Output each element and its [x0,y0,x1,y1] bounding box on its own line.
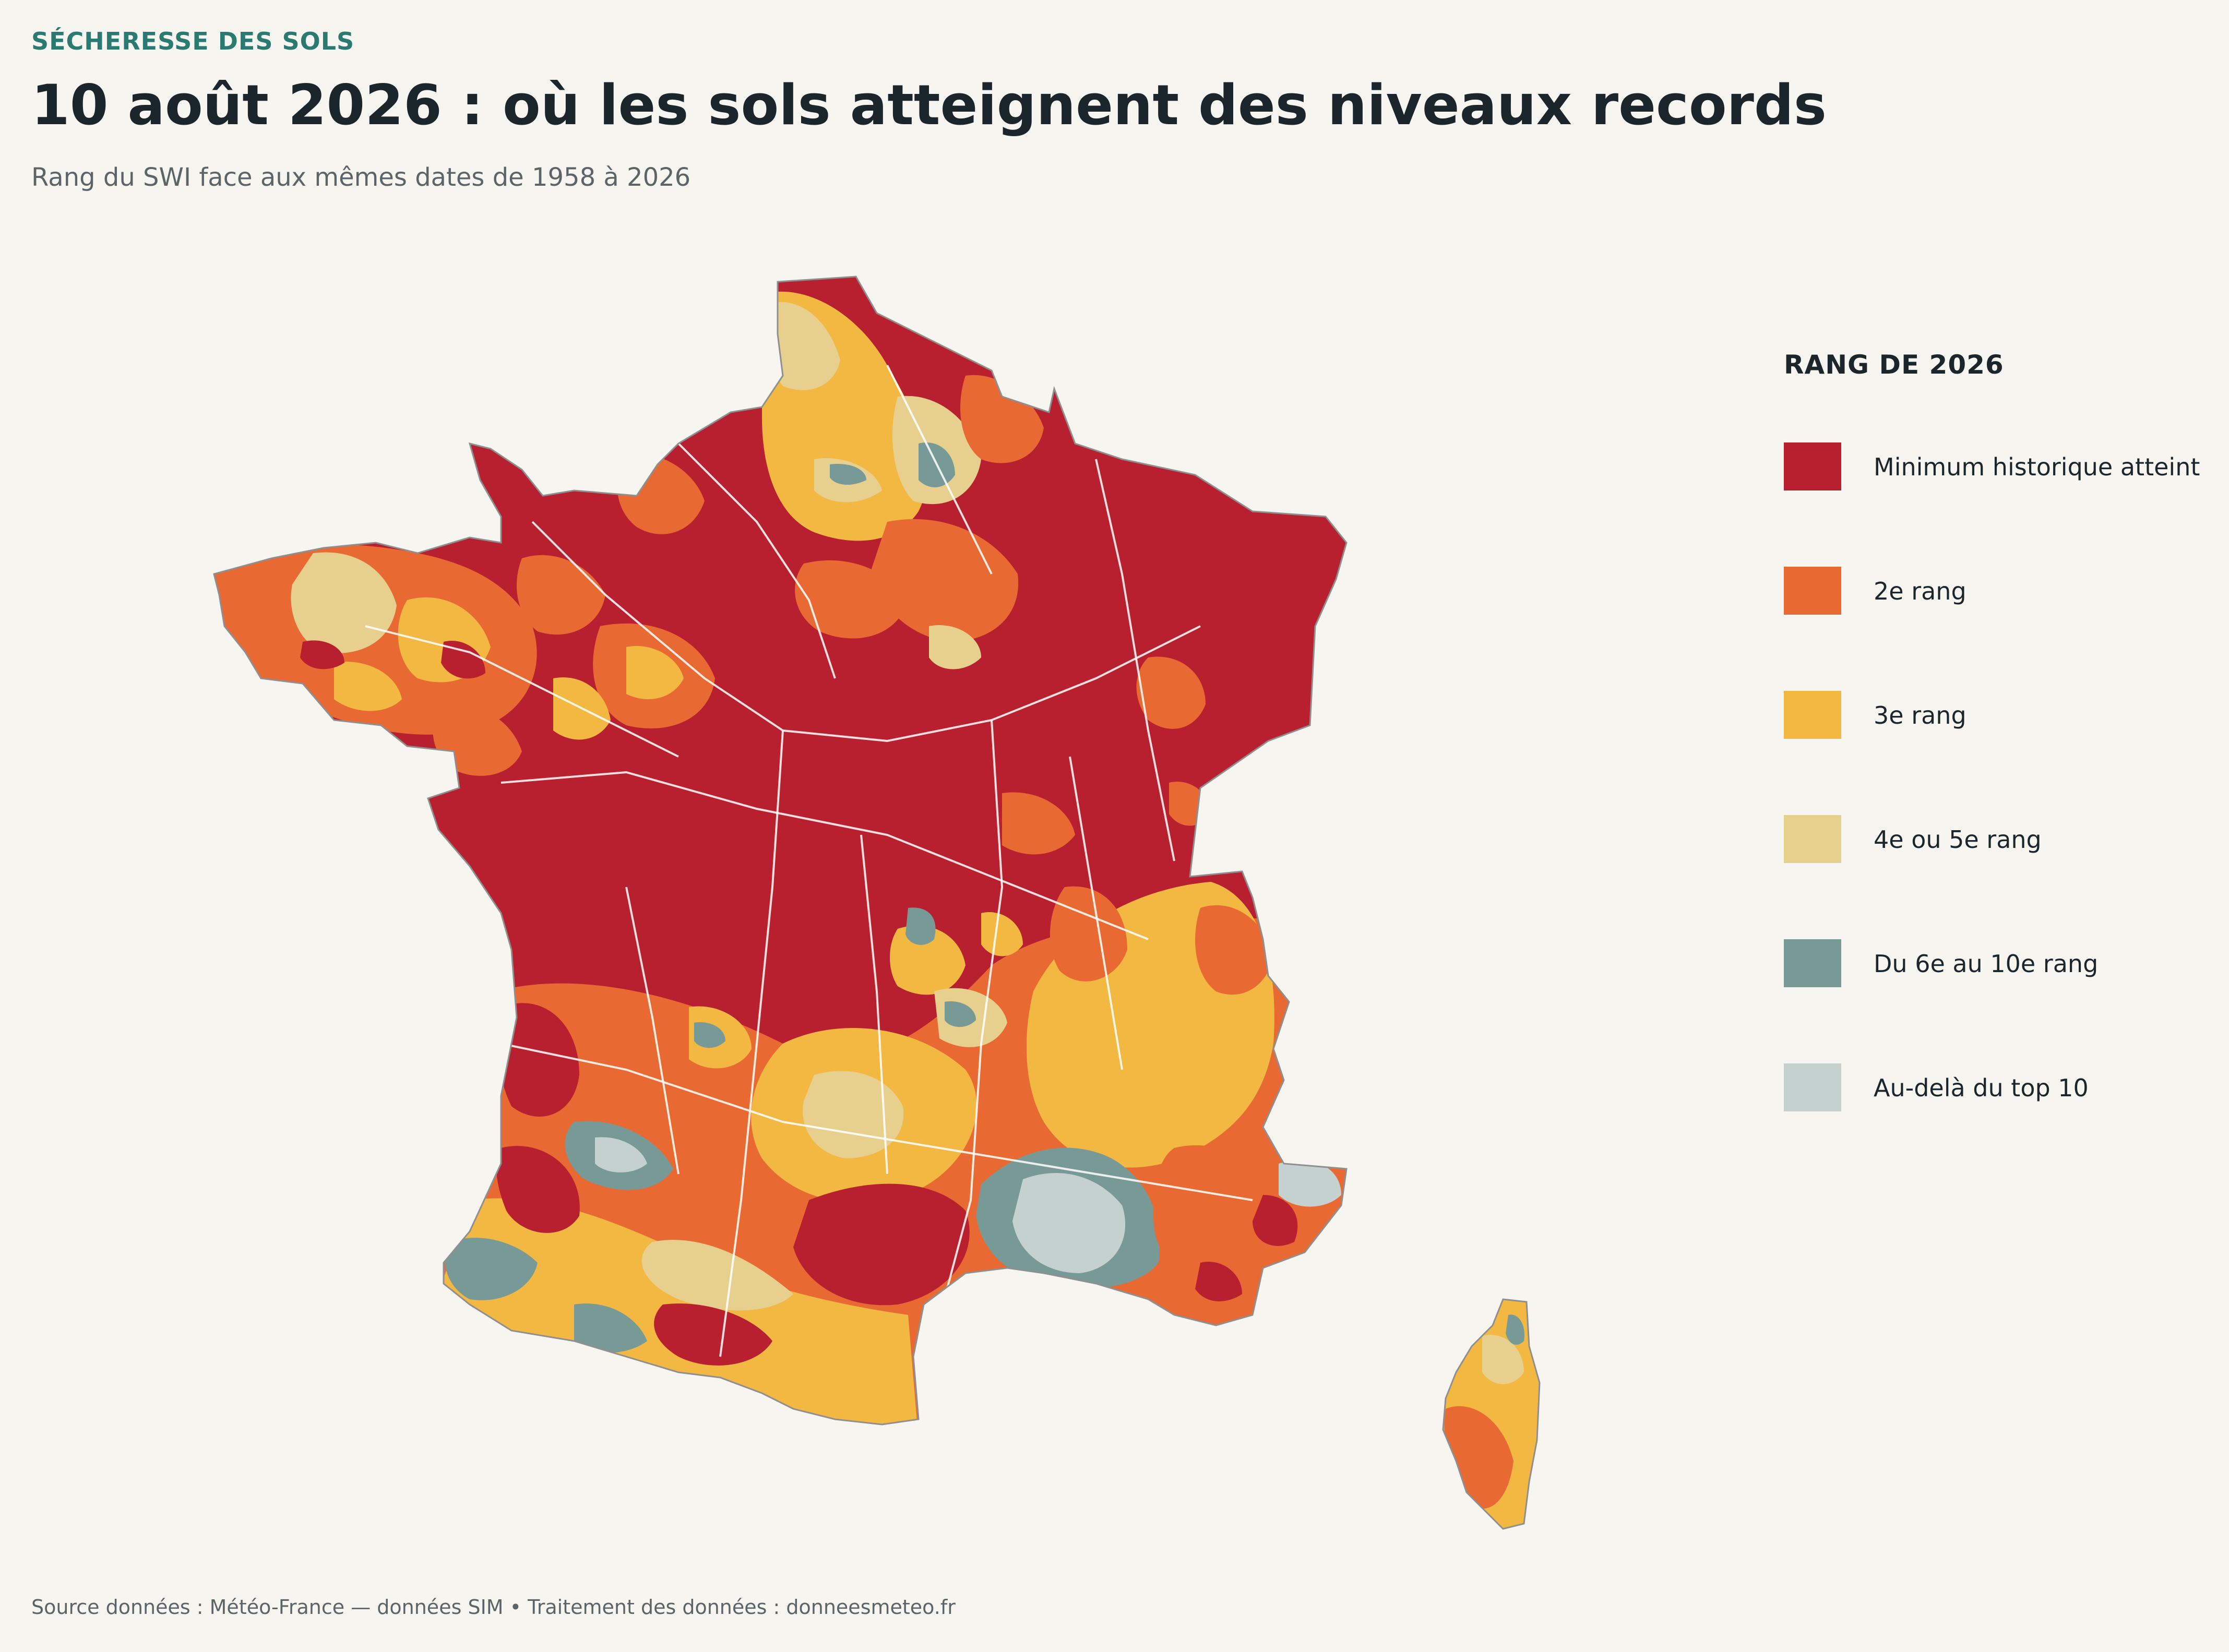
legend-label: 2e rang [1874,577,1966,605]
legend-label: 3e rang [1874,701,1966,729]
kicker: SÉCHERESSE DES SOLS [31,27,355,55]
legend: RANG DE 2026 Minimum historique atteint … [1784,350,2222,1188]
legend-swatch [1784,815,1841,863]
legend-swatch [1784,442,1841,490]
page-title: 10 août 2026 : où les sols atteignent de… [31,73,1827,137]
legend-item-hors-top-10: Au-delà du top 10 [1784,1063,2222,1188]
legend-label: Au-delà du top 10 [1874,1074,2089,1102]
legend-swatch [1784,939,1841,987]
legend-label: 4e ou 5e rang [1874,825,2042,854]
legend-item-minimum: Minimum historique atteint [1784,442,2222,567]
source-footer: Source données : Météo-France — données … [31,1596,956,1619]
legend-swatch [1784,1063,1841,1111]
legend-label: Minimum historique atteint [1874,453,2200,481]
legend-title: RANG DE 2026 [1784,350,2004,380]
legend-item-2e-rang: 2e rang [1784,567,2222,691]
legend-label: Du 6e au 10e rang [1874,950,2099,978]
legend-item-4e-5e-rang: 4e ou 5e rang [1784,815,2222,939]
legend-swatch [1784,567,1841,615]
page-subtitle: Rang du SWI face aux mêmes dates de 1958… [31,163,691,192]
legend-item-3e-rang: 3e rang [1784,691,2222,815]
legend-item-6e-10e-rang: Du 6e au 10e rang [1784,939,2222,1063]
legend-swatch [1784,691,1841,739]
